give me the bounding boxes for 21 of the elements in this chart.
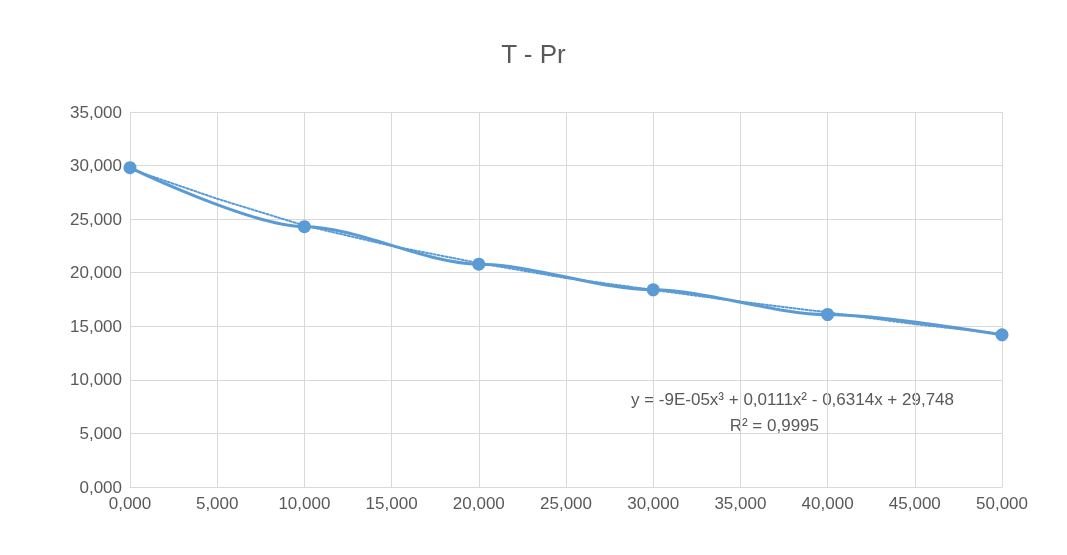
y-tick-label: 10,000 — [70, 370, 122, 390]
y-tick-label: 15,000 — [70, 316, 122, 336]
x-tick-label: 0,000 — [108, 494, 152, 513]
y-tick-label: 5,000 — [79, 423, 122, 443]
y-tick-label: 25,000 — [70, 209, 122, 229]
x-tick-label: 45,000 — [888, 494, 941, 513]
y-tick-label: 0,000 — [79, 477, 122, 497]
x-tick-label: 30,000 — [627, 494, 680, 513]
x-tick-label: 10,000 — [278, 494, 331, 513]
x-tick-label: 15,000 — [365, 494, 418, 513]
y-tick-label: 35,000 — [70, 102, 122, 122]
annotation: y = -9E-05x³ + 0,0111x² - 0,6314x + 29,748 — [630, 390, 955, 409]
y-tick-label: 20,000 — [70, 263, 122, 283]
x-tick-label: 40,000 — [801, 494, 854, 513]
y-tick-label: 30,000 — [70, 156, 122, 176]
x-tick-label: 35,000 — [714, 494, 767, 513]
x-tick-label: 25,000 — [540, 494, 592, 513]
x-tick-label: 50,000 — [976, 494, 1028, 513]
chart-title: T - Pr — [501, 39, 567, 69]
x-tick-label: 5,000 — [195, 494, 239, 513]
x-tick-label: 20,000 — [452, 494, 505, 513]
